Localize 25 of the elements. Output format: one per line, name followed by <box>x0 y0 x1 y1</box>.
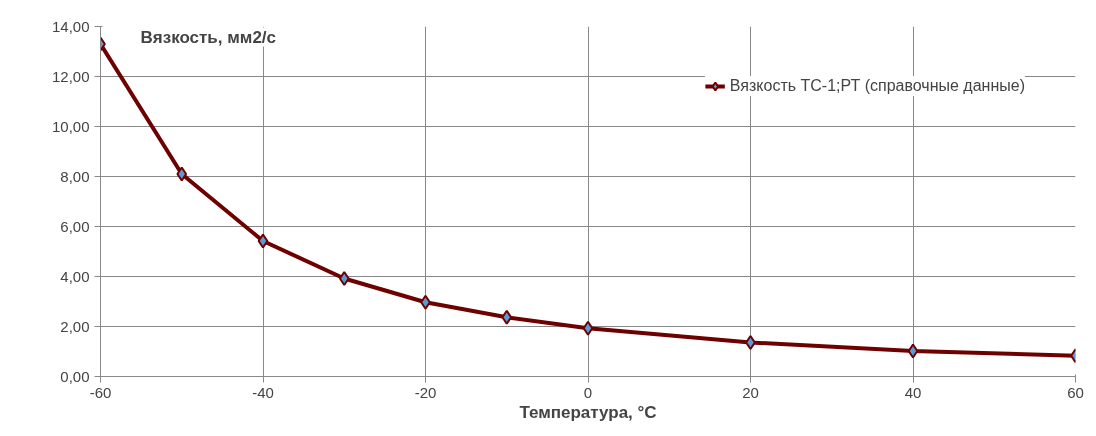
point <box>582 320 594 336</box>
point <box>338 271 350 286</box>
y-tick-label: 12,00 <box>51 67 90 85</box>
x-tick-label: -60 <box>89 383 112 401</box>
y-tick-label: 0,00 <box>60 367 90 385</box>
y-tick-label: 8,00 <box>60 167 90 185</box>
point <box>501 309 513 325</box>
legend-label: Вязкость ТС-1;РТ (справочные данные) <box>729 77 1025 95</box>
y-tick-label: 14,00 <box>51 17 90 35</box>
y-tick-label: 4,00 <box>60 267 90 285</box>
y-tick-label: 6,00 <box>60 217 90 235</box>
x-tick-label: 40 <box>904 383 922 401</box>
y-tick-label: 10,00 <box>51 117 90 135</box>
x-tick-label: 60 <box>1067 383 1084 401</box>
point <box>257 233 269 249</box>
x-tick-label: 20 <box>742 383 759 401</box>
point <box>176 166 188 182</box>
point <box>907 343 919 359</box>
x-tick-label: 0 <box>583 383 593 401</box>
y-tick-label: 2,00 <box>60 317 90 335</box>
y-axis-title: Вязкость, мм2/с <box>140 27 277 47</box>
x-tick-label: -40 <box>252 383 274 401</box>
x-axis-title: Температура, °C <box>519 402 657 422</box>
x-tick-label: -20 <box>414 383 437 401</box>
point <box>745 335 756 350</box>
